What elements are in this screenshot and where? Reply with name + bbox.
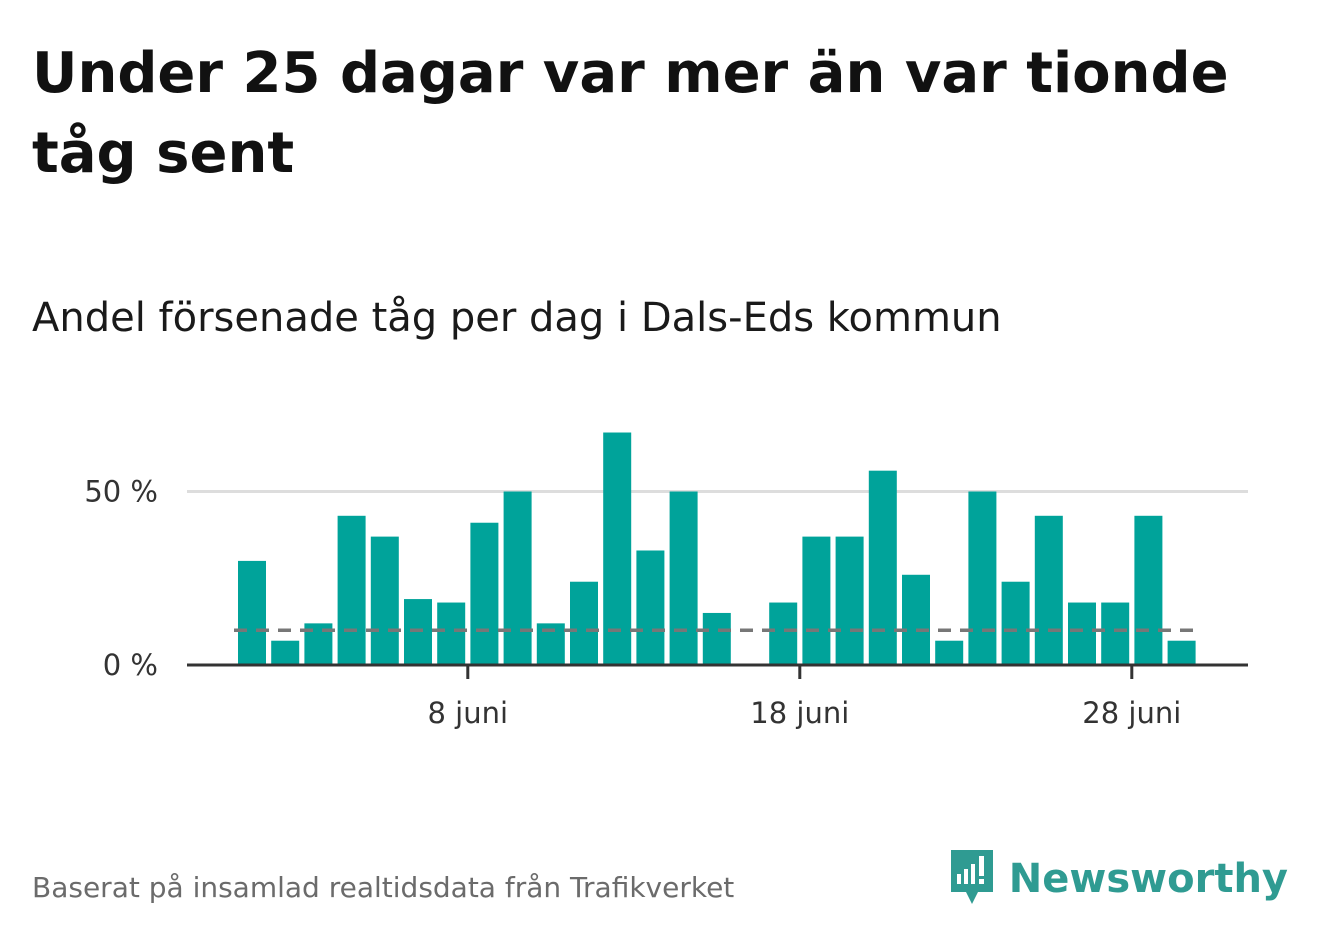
- chart-subtitle: Andel försenade tåg per dag i Dals-Eds k…: [32, 295, 1002, 341]
- axes: 8 juni 18 juni 28 juni 0 % 50 %: [84, 475, 1248, 730]
- bars: [238, 432, 1196, 665]
- bar: [769, 602, 798, 665]
- bar: [1167, 640, 1196, 665]
- bar: [1134, 515, 1163, 665]
- bar: [470, 522, 499, 665]
- bar: [570, 581, 598, 665]
- brand-name: Newsworthy: [1008, 856, 1288, 902]
- bar: [370, 536, 399, 665]
- bar-chart-speech-bubble-icon: [947, 846, 997, 912]
- x-tick-label: 8 juni: [428, 696, 509, 730]
- bar: [968, 491, 997, 665]
- bar: [1068, 602, 1096, 665]
- bar: [337, 515, 366, 665]
- bar: [868, 470, 897, 665]
- chart-title: Under 25 dagar var mer än var tionde tåg…: [32, 41, 1229, 186]
- bar: [835, 536, 864, 665]
- x-tick-label: 18 juni: [750, 696, 849, 730]
- y-tick-label: 0 %: [103, 648, 158, 682]
- y-tick-label: 50 %: [84, 475, 158, 509]
- bar: [702, 612, 731, 665]
- bar: [935, 640, 964, 665]
- bar: [1001, 581, 1030, 665]
- bar: [802, 536, 831, 665]
- bar: [437, 602, 466, 665]
- bar: [1101, 602, 1130, 665]
- bar: [238, 560, 266, 665]
- bar: [1034, 515, 1063, 665]
- bar: [503, 491, 532, 665]
- bar: [271, 640, 300, 665]
- bar: [669, 491, 698, 665]
- source-note: Baserat på insamlad realtidsdata från Tr…: [32, 871, 735, 904]
- bar: [603, 432, 632, 665]
- x-tick-label: 28 juni: [1082, 696, 1181, 730]
- bar: [636, 550, 665, 665]
- bar: [902, 574, 930, 665]
- brand-logo: Newsworthy: [947, 846, 1288, 912]
